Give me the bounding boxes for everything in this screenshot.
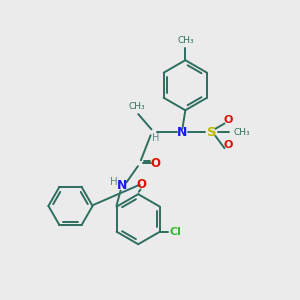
Text: O: O (223, 115, 233, 125)
Text: CH₃: CH₃ (128, 101, 145, 110)
Text: N: N (177, 126, 188, 139)
Text: CH₃: CH₃ (177, 36, 194, 45)
Text: CH₃: CH₃ (234, 128, 250, 137)
Text: S: S (207, 126, 217, 139)
Text: H: H (110, 177, 118, 188)
Text: Cl: Cl (169, 227, 181, 237)
Text: H: H (152, 133, 159, 142)
Text: O: O (223, 140, 233, 150)
Text: O: O (136, 178, 146, 191)
Text: N: N (117, 179, 127, 192)
Text: O: O (150, 157, 160, 170)
